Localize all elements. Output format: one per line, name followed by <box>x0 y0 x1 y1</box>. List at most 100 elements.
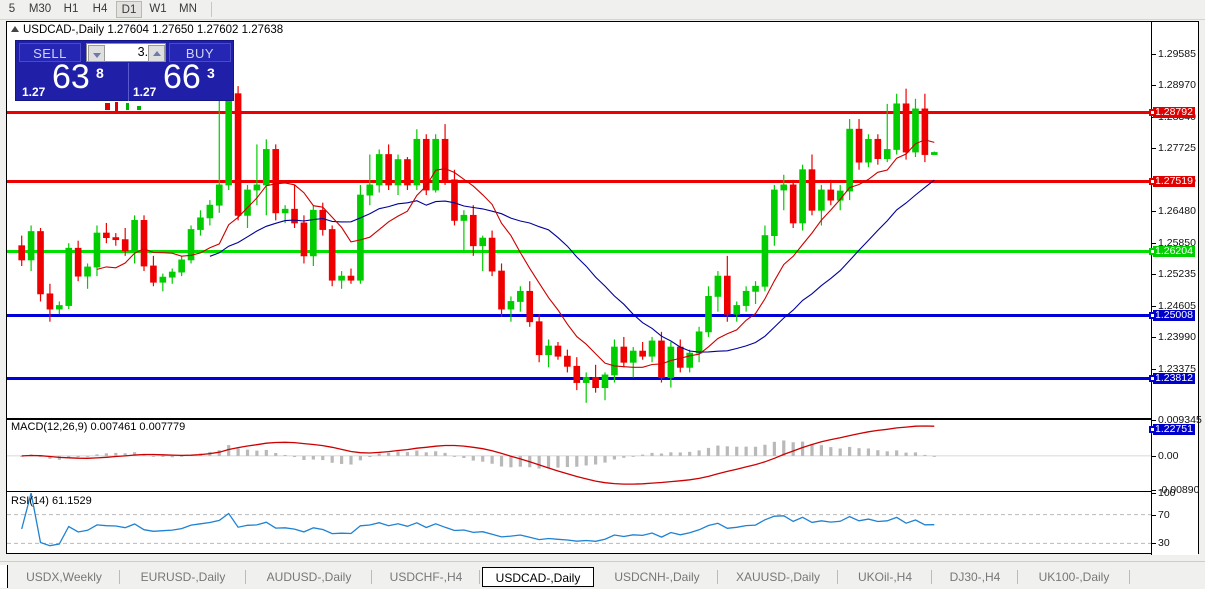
timeframe-toolbar: 5 M30 H1 H4 D1 W1 MN <box>0 0 1205 20</box>
price-level-label[interactable]: 1.27519 <box>1153 175 1195 187</box>
price-tick-mark <box>1152 148 1156 150</box>
chevron-down-icon <box>93 53 101 58</box>
macd-signal-line <box>21 425 935 485</box>
buy-price-big: 66 <box>163 58 201 96</box>
chart-tab-xauusd-daily[interactable]: XAUUSD-,Daily <box>735 570 820 584</box>
chart-tab-eurusd-daily[interactable]: EURUSD-,Daily <box>140 570 226 584</box>
tab-separator <box>1129 570 1130 584</box>
price-scale[interactable]: 1.295851.289701.283401.277251.270951.264… <box>1149 22 1202 571</box>
candles-group <box>18 81 938 403</box>
timeframe-button-m5[interactable]: 5 <box>8 3 16 15</box>
price-tick-label: 1.24605 <box>1158 300 1196 313</box>
price-level-label[interactable]: 1.28792 <box>1153 106 1195 118</box>
price-level-label[interactable]: 1.25008 <box>1153 309 1195 321</box>
timeframe-button-w1[interactable]: W1 <box>149 3 167 15</box>
macd-tick-mark <box>1152 420 1156 421</box>
macd-canvas <box>7 425 1153 485</box>
macd-scale-label: -0.00890 <box>1158 484 1200 496</box>
price-tick-mark <box>1152 53 1156 55</box>
tab-separator <box>931 570 932 584</box>
sell-price[interactable]: 1.27 63 8 <box>18 58 125 101</box>
chart-tab-usdx-weekly[interactable]: USDX,Weekly <box>26 570 102 584</box>
buy-price-prefix: 1.27 <box>133 85 157 99</box>
chart-mini-icons <box>105 102 151 111</box>
chart-tab-usdcnh-daily[interactable]: USDCNH-,Daily <box>614 570 700 584</box>
candle-red-icon <box>115 102 118 111</box>
sell-price-pipette: 8 <box>96 65 104 81</box>
price-level-handle[interactable] <box>1149 248 1156 255</box>
price-level-handle[interactable] <box>1149 312 1156 319</box>
panel-separator-macd <box>7 418 1153 419</box>
macd-panel[interactable] <box>7 420 1153 490</box>
timeframe-button-m30[interactable]: M30 <box>28 3 52 15</box>
price-tick-mark <box>1152 211 1156 213</box>
one-click-trading-panel[interactable]: SELL 3.00 BUY 1.27 63 8 1.27 66 3 <box>15 40 234 101</box>
chart-window[interactable]: USDCAD-,Daily 1.27604 1.27650 1.27602 1.… <box>6 21 1202 578</box>
chart-tab-usdchf-h4[interactable]: USDCHF-,H4 <box>389 570 463 584</box>
timeframe-button-h4[interactable]: H4 <box>92 3 108 15</box>
rsi-scale-label: 100 <box>1158 487 1176 499</box>
price-level-label[interactable]: 1.26204 <box>1153 245 1195 257</box>
price-plot[interactable] <box>7 38 1153 418</box>
buy-price-pipette: 3 <box>207 65 215 81</box>
rsi-scale-label: 70 <box>1158 508 1170 521</box>
panel-separator-macd-2 <box>7 419 1153 420</box>
timeframe-button-mn[interactable]: MN <box>179 3 197 15</box>
chevron-up-icon <box>153 51 161 56</box>
volume-decrease-button[interactable] <box>88 45 105 62</box>
octp-controls: SELL 3.00 BUY <box>16 41 235 63</box>
price-tick-mark <box>1152 368 1156 370</box>
price-level-handle[interactable] <box>1149 109 1156 116</box>
macd-tick-mark <box>1152 490 1156 491</box>
chart-tab-uk100-daily[interactable]: UK100-,Daily <box>1038 570 1110 584</box>
timeframe-button-h1[interactable]: H1 <box>63 3 79 15</box>
price-tick-label: 1.26480 <box>1158 205 1196 218</box>
chart-tab-audusd-daily[interactable]: AUDUSD-,Daily <box>266 570 352 584</box>
tab-separator <box>479 570 480 584</box>
price-level-handle[interactable] <box>1149 375 1156 382</box>
price-tick-label: 1.28970 <box>1158 79 1196 92</box>
triangle-up-icon[interactable] <box>11 25 19 32</box>
tab-separator <box>119 570 120 584</box>
level-line-pivot[interactable] <box>7 250 1153 253</box>
sell-price-big: 63 <box>52 58 90 96</box>
level-line-resistance-lower[interactable] <box>7 180 1153 183</box>
chart-tab-usdcad-daily[interactable]: USDCAD-,Daily <box>482 567 594 587</box>
rsi-panel[interactable] <box>7 493 1153 565</box>
price-level-label[interactable]: 1.23812 <box>1153 372 1195 384</box>
tab-separator <box>245 570 246 584</box>
buy-price[interactable]: 1.27 66 3 <box>128 58 236 101</box>
price-level-handle[interactable] <box>1149 178 1156 185</box>
timeframe-button-d1[interactable]: D1 <box>116 1 142 18</box>
macd-scale-label: 0.009345 <box>1158 414 1202 426</box>
price-tick-label: 1.23990 <box>1158 331 1196 344</box>
price-tick-mark <box>1152 306 1156 308</box>
price-tick-label: 1.29585 <box>1158 47 1196 60</box>
rsi-tick-mark <box>1152 543 1156 545</box>
chart-tab-ukoil-h4[interactable]: UKOil-,H4 <box>857 570 912 584</box>
chart-header: USDCAD-,Daily 1.27604 1.27650 1.27602 1.… <box>11 24 283 38</box>
volume-input[interactable]: 3.00 <box>86 43 166 62</box>
toolbar-separator <box>211 2 212 17</box>
buy-button[interactable]: BUY <box>169 43 231 62</box>
volume-increase-button[interactable] <box>148 45 165 62</box>
chart-tab-bar: USDX,Weekly EURUSD-,Daily AUDUSD-,Daily USD… <box>0 561 1205 589</box>
level-line-support-upper[interactable] <box>7 314 1153 317</box>
macd-title: MACD(12,26,9) 0.007461 0.007779 <box>11 421 186 433</box>
rsi-line <box>21 493 935 547</box>
sell-button[interactable]: SELL <box>19 43 81 62</box>
chart-tab-dj30-h4[interactable]: DJ30-,H4 <box>949 570 1001 584</box>
rsi-title: RSI(14) 61.1529 <box>11 495 92 507</box>
price-tick-mark <box>1152 274 1156 276</box>
line-green-icon <box>137 106 141 110</box>
macd-tick-mark <box>1152 455 1156 457</box>
price-level-handle[interactable] <box>1149 426 1156 433</box>
level-line-resistance-upper[interactable] <box>7 111 1153 114</box>
price-tick-mark <box>1152 85 1156 87</box>
tab-separator <box>1017 570 1018 584</box>
moving-averages-group <box>96 139 935 368</box>
price-tick-label: 1.25235 <box>1158 268 1196 281</box>
price-level-label[interactable]: 1.22751 <box>1153 423 1195 435</box>
tab-separator <box>837 570 838 584</box>
